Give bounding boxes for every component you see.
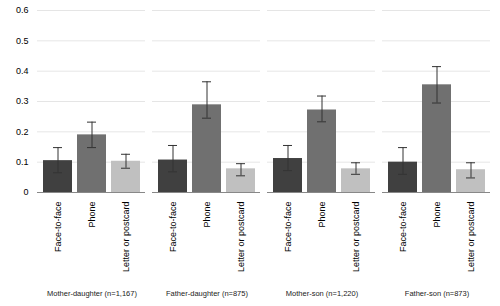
svg-text:Letter or postcard: Letter or postcard xyxy=(351,202,361,273)
svg-text:Face-to-face: Face-to-face xyxy=(168,202,178,253)
svg-text:Face-to-face: Face-to-face xyxy=(398,202,408,253)
svg-text:0.5: 0.5 xyxy=(16,36,29,46)
svg-text:Phone: Phone xyxy=(202,202,212,228)
svg-text:Face-to-face: Face-to-face xyxy=(53,202,63,253)
svg-text:Phone: Phone xyxy=(432,202,442,228)
svg-text:0.3: 0.3 xyxy=(16,96,29,106)
svg-text:Phone: Phone xyxy=(87,202,97,228)
svg-text:Letter or postcard: Letter or postcard xyxy=(121,202,131,273)
svg-text:Father-son (n=873): Father-son (n=873) xyxy=(405,289,470,298)
svg-text:Father-daughter (n=875): Father-daughter (n=875) xyxy=(166,289,248,298)
svg-text:0.2: 0.2 xyxy=(16,127,29,137)
svg-text:0.6: 0.6 xyxy=(16,5,29,15)
svg-text:Face-to-face: Face-to-face xyxy=(283,202,293,253)
svg-text:Mother-daughter (n=1,167): Mother-daughter (n=1,167) xyxy=(47,289,137,298)
svg-text:Phone: Phone xyxy=(317,202,327,228)
svg-text:Letter or postcard: Letter or postcard xyxy=(236,202,246,273)
svg-text:0.4: 0.4 xyxy=(16,66,29,76)
svg-text:Letter or postcard: Letter or postcard xyxy=(466,202,476,273)
svg-text:0: 0 xyxy=(23,187,28,197)
svg-text:0.1: 0.1 xyxy=(16,157,29,167)
svg-text:Mother-son (n=1,220): Mother-son (n=1,220) xyxy=(286,289,359,298)
